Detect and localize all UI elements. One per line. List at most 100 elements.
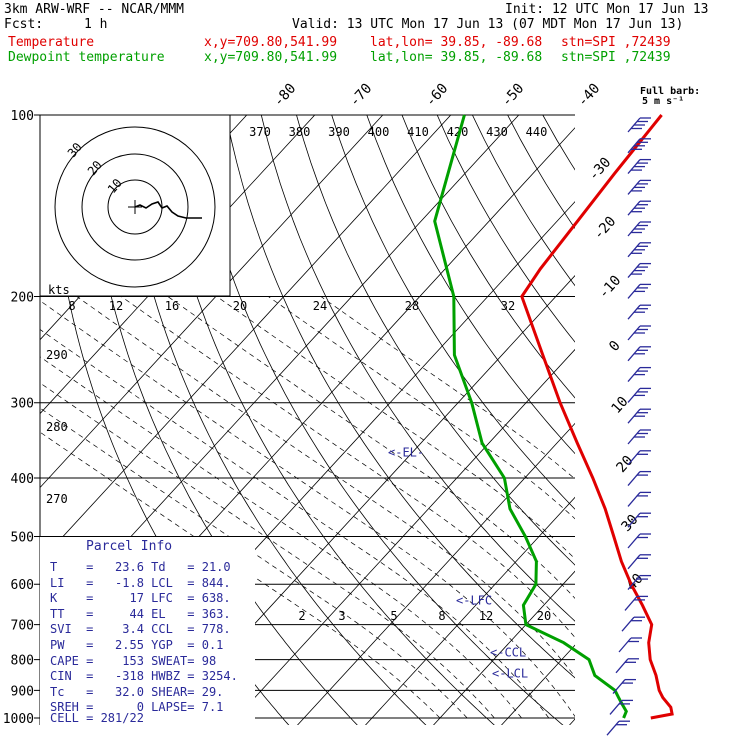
wind-barb (627, 138, 651, 154)
temperature-tick-label: -20 (591, 214, 620, 244)
parcel-row: CIN = -318 HWBZ = 3254. (50, 669, 238, 684)
mixing-ratio-label: 2 (298, 609, 305, 623)
temperature-tick-label: 10 (608, 394, 631, 417)
forecast-label: Fcst: (4, 17, 44, 32)
temperature-profile (520, 114, 674, 720)
mixing-ratio-label: 12 (109, 299, 123, 313)
wind-barb (627, 387, 651, 403)
pressure-tick-label: 100 (11, 109, 34, 124)
theta-label: 430 (486, 125, 508, 139)
wind-barb (627, 325, 651, 341)
level-marker: <-LCL (492, 667, 528, 681)
parcel-info-title: Parcel Info (86, 539, 173, 554)
wind-barb (627, 554, 651, 570)
temperature-legend: Temperature (8, 35, 95, 50)
pressure-tick-label: 700 (11, 619, 34, 634)
barb-legend-title: Full barb: (640, 86, 701, 97)
isotherm (700, 57, 740, 731)
dry-adiabat (699, 87, 740, 730)
wind-barb (621, 616, 645, 632)
parcel-row: SVI = 3.4 CCL = 778. (50, 622, 231, 637)
parcel-row: TT = 44 EL = 363. (50, 606, 231, 621)
isotherm (40, 115, 316, 415)
wind-barb (627, 179, 651, 195)
wind-barb (627, 491, 651, 507)
dry-adiabat (225, 115, 575, 679)
isotherm (365, 496, 575, 725)
moist-adiabat (268, 296, 575, 520)
wind-barb (627, 346, 651, 362)
parcel-row: Tc = 32.0 SHEAR= 29. (50, 684, 224, 699)
isotherm (501, 644, 575, 725)
pressure-tick-label: 400 (11, 472, 34, 487)
temperature-tick-label: -60 (423, 81, 452, 111)
mixing-ratio-label: 3 (338, 609, 345, 623)
parcel-cell: CELL = 281/22 (50, 711, 144, 725)
temperature-latlon: lat,lon= 39.85, -89.68 (370, 35, 543, 50)
moist-adiabat (40, 300, 575, 718)
dry-adiabat (471, 115, 575, 287)
isotherm (40, 115, 384, 489)
isotherm (161, 275, 575, 725)
barb-legend-value: 5 m s⁻¹ (642, 96, 685, 107)
wind-barb (627, 470, 651, 487)
wind-barb (627, 283, 651, 299)
moist-adiabat (320, 296, 575, 480)
temperature-tick-label: 0 (606, 338, 624, 355)
model-title: 3km ARW-WRF -- NCAR/MMM (4, 2, 185, 17)
mixing-ratio-label: 16 (165, 299, 179, 313)
theta-label: 380 (289, 125, 311, 139)
theta-label: 400 (368, 125, 390, 139)
mixing-ratio-label: 32 (501, 299, 515, 313)
dry-adiabat (401, 115, 575, 399)
dewpoint-xy: x,y=709.80,541.99 (204, 50, 338, 65)
wind-barb (627, 304, 651, 320)
theta-label: 420 (447, 125, 469, 139)
theta-label: 410 (407, 125, 429, 139)
isotherm (40, 115, 452, 563)
init-time: Init: 12 UTC Mon 17 Jun 13 (505, 2, 709, 17)
mixing-ratio-label: 20 (537, 609, 551, 623)
moist-adiabat (216, 296, 575, 560)
wind-barb (627, 408, 651, 424)
wind-barb (606, 720, 630, 736)
dry-adiabat (733, 87, 740, 730)
dry-adiabat (366, 115, 575, 455)
theta-label: 370 (249, 125, 271, 139)
level-marker: <-CCL (490, 645, 526, 659)
level-marker: <-EL- (388, 446, 424, 460)
dry-adiabat (542, 115, 575, 171)
wind-barb (627, 429, 651, 445)
pressure-tick-label: 200 (11, 291, 34, 306)
dry-adiabat (120, 115, 427, 725)
dry-adiabat (296, 115, 575, 566)
hodograph: 30 20 10 kts (39, 114, 231, 297)
dewpoint-station: stn=SPI ,72439 (561, 50, 671, 65)
pressure-tick-label: 300 (11, 397, 34, 412)
dry-adiabat (331, 115, 575, 510)
parcel-info-table: T = 23.6 Td = 21.0 LI = -1.8 LCL = 844. K … (50, 560, 238, 716)
wind-barb (627, 158, 651, 175)
wind-barb (624, 595, 648, 611)
dry-adiabat (260, 115, 575, 622)
pressure-tick-label: 600 (11, 578, 34, 593)
parcel-row: CAPE = 153 SWEAT= 98 (50, 653, 217, 668)
parcel-info-panel (40, 537, 255, 725)
dry-adiabat (665, 87, 740, 730)
hodograph-trace (134, 201, 202, 219)
moist-adiabat (40, 407, 468, 719)
valid-time: Valid: 13 UTC Mon 17 Jun 13 (07 MDT Mon … (292, 17, 684, 32)
wind-barb (627, 574, 651, 591)
temperature-tick-label: -50 (499, 81, 528, 111)
isotherm (433, 570, 575, 725)
dewpoint-profile (433, 114, 628, 719)
wind-barb (612, 678, 636, 695)
mixing-ratio-label: 8 (68, 299, 75, 313)
mixing-ratio-label: 5 (390, 609, 397, 623)
pressure-tick-label: 800 (11, 654, 34, 669)
wind-barb (627, 117, 651, 133)
moist-adiabat (76, 296, 575, 678)
wind-barb (627, 512, 651, 528)
wind-barb (627, 242, 651, 258)
